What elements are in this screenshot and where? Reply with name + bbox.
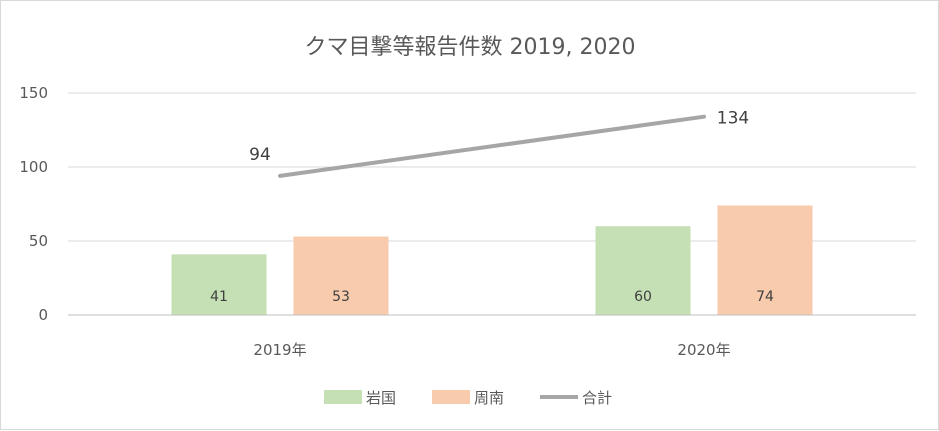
line-data-label: 94 — [249, 145, 271, 165]
bar-周南-2019年 — [293, 236, 389, 315]
legend-label: 岩国 — [366, 389, 396, 407]
chart-title: クマ目撃等報告件数 2019, 2020 — [305, 35, 636, 60]
y-tick-label: 100 — [19, 158, 48, 176]
line-data-label: 134 — [717, 109, 749, 129]
y-tick-label: 150 — [19, 84, 48, 102]
line-series-合計 — [278, 114, 706, 178]
bar-data-label: 53 — [332, 289, 350, 305]
y-tick-label: 0 — [38, 306, 48, 324]
total-line: 94 134 — [249, 109, 749, 178]
legend: 岩国 周南 合計 — [324, 389, 612, 407]
bars: 41 53 60 74 — [171, 205, 813, 315]
bar-岩国-2019年 — [171, 254, 267, 315]
legend-label: 合計 — [582, 389, 612, 407]
y-axis: 0 50 100 150 — [19, 84, 48, 324]
x-category-label: 2020年 — [677, 341, 730, 359]
x-category-label: 2019年 — [253, 341, 306, 359]
bar-data-label: 60 — [634, 289, 652, 305]
bar-data-label: 74 — [756, 289, 774, 305]
legend-label: 周南 — [474, 389, 504, 407]
x-axis: 2019年 2020年 — [68, 314, 916, 359]
bar-岩国-2020年 — [595, 226, 691, 315]
legend-swatch-岩国 — [324, 390, 362, 404]
bar-data-label: 41 — [210, 289, 228, 305]
bar-周南-2020年 — [717, 205, 813, 315]
y-tick-label: 50 — [29, 232, 48, 250]
legend-swatch-周南 — [432, 390, 470, 404]
